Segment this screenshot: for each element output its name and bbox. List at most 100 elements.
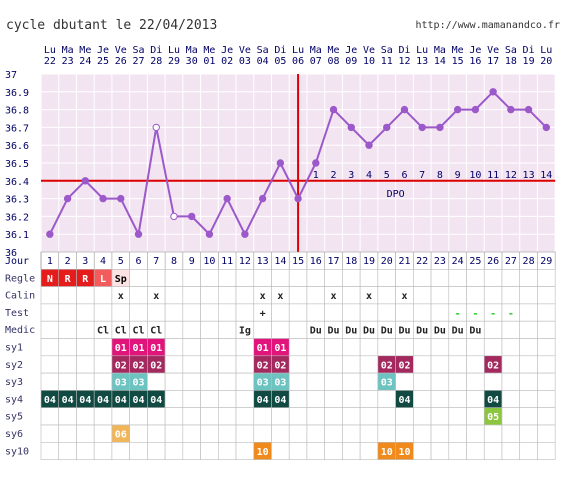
table-cell: [182, 355, 201, 374]
day-number: 22: [416, 256, 428, 267]
table-cell: [501, 286, 521, 305]
table-cell: [448, 286, 467, 305]
table-cell: [324, 372, 343, 391]
date-weekday: Me: [452, 45, 464, 56]
table-cell: [218, 390, 237, 408]
table-cell-value: Sp: [115, 274, 127, 285]
table-cell: [147, 303, 166, 322]
table-cell: [413, 441, 432, 460]
temperature-point: [312, 159, 320, 167]
temperature-point: [241, 230, 249, 238]
date-weekday: Sa: [505, 45, 517, 56]
table-cell: [218, 441, 237, 460]
table-cell: [288, 303, 308, 322]
table-cell: [342, 268, 361, 287]
table-cell: [377, 286, 396, 305]
table-cell: [93, 303, 113, 322]
date-day: 04: [257, 56, 269, 67]
table-cell: [200, 390, 219, 408]
table-cell: [466, 338, 485, 357]
table-cell: [324, 303, 343, 322]
table-cell: [288, 441, 308, 460]
table-cell-value: 04: [79, 395, 91, 406]
dpo-number: 4: [366, 170, 372, 181]
table-cell: [200, 441, 219, 460]
table-cell: [501, 372, 521, 391]
table-cell: [342, 338, 361, 357]
table-cell: [342, 355, 361, 374]
table-cell: [218, 355, 237, 374]
table-cell-value: Du: [363, 326, 375, 337]
table-cell: [218, 268, 237, 287]
day-number: 23: [434, 256, 446, 267]
table-cell: [164, 303, 184, 322]
table-cell: [466, 286, 485, 305]
table-cell: [182, 286, 201, 305]
date-weekday: Ve: [487, 45, 499, 56]
table-cell: [200, 303, 219, 322]
table-cell: [466, 441, 485, 460]
chart-title: cycle dbutant le 22/04/2013: [6, 18, 217, 33]
day-number: 17: [328, 256, 340, 267]
table-cell: [501, 390, 521, 408]
table-cell: [448, 338, 467, 357]
date-weekday: Je: [97, 45, 109, 56]
temperature-point: [134, 230, 143, 238]
table-cell: [218, 372, 237, 391]
table-cell: [430, 390, 450, 408]
date-weekday: Ma: [434, 45, 446, 56]
table-cell-value: 01: [274, 343, 286, 354]
row-label: sy3: [5, 377, 23, 388]
temperature-point: [329, 105, 338, 114]
date-weekday: Di: [150, 45, 162, 56]
row-label: Regle: [5, 273, 35, 284]
table-cell: [306, 268, 325, 287]
table-cell-value: 02: [381, 360, 393, 371]
table-cell: [466, 424, 485, 443]
table-cell: [430, 286, 450, 305]
table-cell: [40, 424, 60, 443]
table-cell-value: Du: [345, 326, 357, 337]
table-cell: [324, 390, 343, 408]
table-cell: [306, 303, 325, 322]
table-cell: [413, 338, 432, 357]
date-day: 24: [79, 56, 91, 67]
table-cell: [129, 303, 148, 322]
table-cell: [466, 390, 485, 408]
dpo-number: 1: [313, 170, 319, 181]
table-cell: [413, 286, 432, 305]
table-cell: [377, 303, 396, 322]
date-day: 22: [44, 56, 56, 67]
temperature-point: [383, 123, 391, 132]
day-number: 29: [540, 256, 552, 267]
table-cell: [342, 441, 361, 460]
day-number: 5: [118, 256, 124, 267]
site-url[interactable]: http://www.mamanandco.fr: [416, 20, 561, 31]
table-cell: [324, 441, 343, 460]
date-day: 09: [345, 56, 357, 67]
date-day: 08: [328, 56, 340, 67]
table-cell-value: 01: [150, 343, 162, 354]
table-cell: [40, 441, 60, 460]
temperature-point: [170, 212, 178, 221]
table-cell: [40, 303, 60, 322]
date-weekday: Lu: [416, 45, 428, 56]
table-cell-value: Du: [398, 326, 410, 337]
table-cell: [413, 355, 432, 374]
table-cell: [164, 407, 184, 426]
table-cell: [76, 424, 95, 443]
temperature-series: [46, 88, 551, 238]
table-cell: [395, 338, 414, 357]
table-cell-value: R: [82, 274, 89, 285]
date-weekday: Lu: [168, 45, 180, 56]
table-cell: [519, 338, 538, 357]
table-cell: [93, 286, 113, 305]
dpo-number: 3: [348, 170, 354, 181]
table-cell: [111, 441, 130, 460]
table-cell: [147, 424, 166, 443]
table-cell-value: -: [472, 308, 478, 319]
table-cell-value: +: [260, 308, 266, 319]
row-label: Medic: [5, 325, 35, 336]
temperature-point: [471, 105, 480, 114]
table-cell: [430, 372, 450, 391]
